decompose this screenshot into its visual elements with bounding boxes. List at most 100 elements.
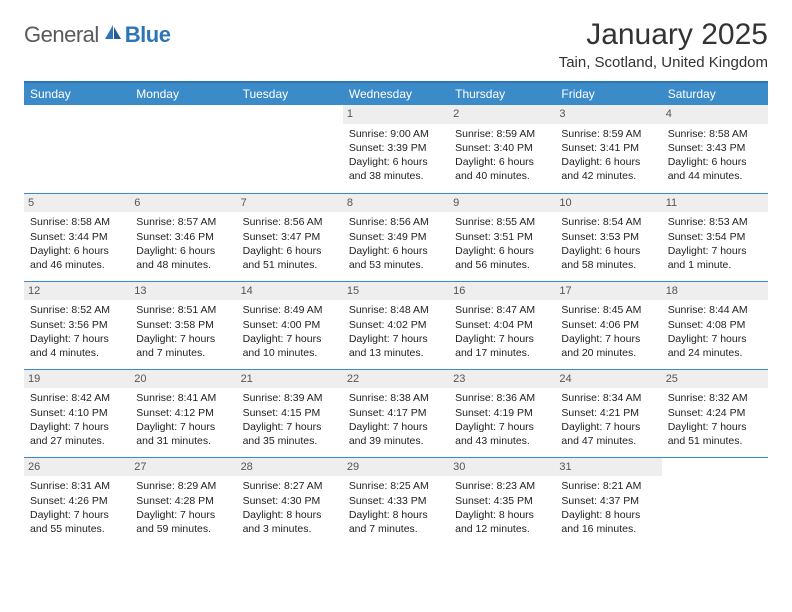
day-number: 21	[237, 370, 343, 389]
day-cell: 1 Sunrise: 9:00 AMSunset: 3:39 PMDaylight…	[343, 105, 449, 193]
logo-text-blue: Blue	[125, 22, 171, 48]
day-number: 16	[449, 282, 555, 301]
day-number: 13	[130, 282, 236, 301]
day-number: 22	[343, 370, 449, 389]
day-details: Sunrise: 8:49 AMSunset: 4:00 PMDaylight:…	[243, 303, 337, 360]
day-cell: 2 Sunrise: 8:59 AMSunset: 3:40 PMDaylight…	[449, 105, 555, 193]
day-number: 1	[343, 105, 449, 124]
day-details: Sunrise: 8:54 AMSunset: 3:53 PMDaylight:…	[561, 215, 655, 272]
day-details: Sunrise: 8:58 AMSunset: 3:44 PMDaylight:…	[30, 215, 124, 272]
location: Tain, Scotland, United Kingdom	[559, 54, 768, 71]
day-cell: 30Sunrise: 8:23 AMSunset: 4:35 PMDayligh…	[449, 457, 555, 545]
day-number: 14	[237, 282, 343, 301]
day-details: Sunrise: 8:48 AMSunset: 4:02 PMDaylight:…	[349, 303, 443, 360]
day-cell: 3 Sunrise: 8:59 AMSunset: 3:41 PMDaylight…	[555, 105, 661, 193]
week-row: 5 Sunrise: 8:58 AMSunset: 3:44 PMDaylight…	[24, 193, 768, 281]
day-details: Sunrise: 8:47 AMSunset: 4:04 PMDaylight:…	[455, 303, 549, 360]
day-number: 6	[130, 194, 236, 213]
title-block: January 2025 Tain, Scotland, United King…	[559, 18, 768, 71]
day-details: Sunrise: 8:21 AMSunset: 4:37 PMDaylight:…	[561, 479, 655, 536]
day-details: Sunrise: 8:45 AMSunset: 4:06 PMDaylight:…	[561, 303, 655, 360]
day-number: 18	[662, 282, 768, 301]
day-number: 3	[555, 105, 661, 124]
day-cell: 12 Sunrise: 8:52 AMSunset: 3:56 PMDayligh…	[24, 281, 130, 369]
day-details: Sunrise: 8:44 AMSunset: 4:08 PMDaylight:…	[668, 303, 762, 360]
day-cell: 20 Sunrise: 8:41 AMSunset: 4:12 PMDayligh…	[130, 369, 236, 457]
day-cell: 26 Sunrise: 8:31 AMSunset: 4:26 PMDayligh…	[24, 457, 130, 545]
day-cell: 23Sunrise: 8:36 AMSunset: 4:19 PMDayligh…	[449, 369, 555, 457]
day-number: 19	[24, 370, 130, 389]
day-cell: 6 Sunrise: 8:57 AMSunset: 3:46 PMDaylight…	[130, 193, 236, 281]
day-details: Sunrise: 8:41 AMSunset: 4:12 PMDaylight:…	[136, 391, 230, 448]
day-number: 20	[130, 370, 236, 389]
day-number: 2	[449, 105, 555, 124]
day-details: Sunrise: 8:51 AMSunset: 3:58 PMDaylight:…	[136, 303, 230, 360]
day-details: Sunrise: 8:53 AMSunset: 3:54 PMDaylight:…	[668, 215, 762, 272]
sail-icon	[103, 23, 123, 46]
day-number: 17	[555, 282, 661, 301]
day-cell: 16 Sunrise: 8:47 AMSunset: 4:04 PMDayligh…	[449, 281, 555, 369]
day-header: Friday	[555, 82, 661, 105]
day-cell: 8Sunrise: 8:56 AMSunset: 3:49 PMDaylight…	[343, 193, 449, 281]
day-details: Sunrise: 8:52 AMSunset: 3:56 PMDaylight:…	[30, 303, 124, 360]
day-cell: 29 Sunrise: 8:25 AMSunset: 4:33 PMDayligh…	[343, 457, 449, 545]
day-cell: 28Sunrise: 8:27 AMSunset: 4:30 PMDayligh…	[237, 457, 343, 545]
day-cell: 4 Sunrise: 8:58 AMSunset: 3:43 PMDaylight…	[662, 105, 768, 193]
day-cell: 31 Sunrise: 8:21 AMSunset: 4:37 PMDayligh…	[555, 457, 661, 545]
day-cell: 22 Sunrise: 8:38 AMSunset: 4:17 PMDayligh…	[343, 369, 449, 457]
logo-text-general: General	[24, 22, 99, 48]
day-cell: 15 Sunrise: 8:48 AMSunset: 4:02 PMDayligh…	[343, 281, 449, 369]
day-cell: 25 Sunrise: 8:32 AMSunset: 4:24 PMDayligh…	[662, 369, 768, 457]
day-details: Sunrise: 8:32 AMSunset: 4:24 PMDaylight:…	[668, 391, 762, 448]
day-number: 7	[237, 194, 343, 213]
day-number: 12	[24, 282, 130, 301]
header: General Blue January 2025 Tain, Scotland…	[24, 18, 768, 71]
week-row: 12 Sunrise: 8:52 AMSunset: 3:56 PMDayligh…	[24, 281, 768, 369]
day-number: 5	[24, 194, 130, 213]
day-details: Sunrise: 8:59 AMSunset: 3:40 PMDaylight:…	[455, 127, 549, 184]
day-details: Sunrise: 8:31 AMSunset: 4:26 PMDaylight:…	[30, 479, 124, 536]
month-title: January 2025	[559, 18, 768, 52]
day-header: Sunday	[24, 82, 130, 105]
day-cell: 9Sunrise: 8:55 AMSunset: 3:51 PMDaylight…	[449, 193, 555, 281]
day-number: 29	[343, 458, 449, 477]
day-cell	[24, 105, 130, 193]
day-number: 25	[662, 370, 768, 389]
day-details: Sunrise: 9:00 AMSunset: 3:39 PMDaylight:…	[349, 127, 443, 184]
day-details: Sunrise: 8:59 AMSunset: 3:41 PMDaylight:…	[561, 127, 655, 184]
day-number: 28	[237, 458, 343, 477]
week-row: 19Sunrise: 8:42 AMSunset: 4:10 PMDayligh…	[24, 369, 768, 457]
day-header: Saturday	[662, 82, 768, 105]
day-number: 15	[343, 282, 449, 301]
calendar-page: General Blue January 2025 Tain, Scotland…	[0, 0, 792, 563]
day-details: Sunrise: 8:56 AMSunset: 3:49 PMDaylight:…	[349, 215, 443, 272]
week-row: 1 Sunrise: 9:00 AMSunset: 3:39 PMDaylight…	[24, 105, 768, 193]
day-details: Sunrise: 8:25 AMSunset: 4:33 PMDaylight:…	[349, 479, 443, 536]
day-details: Sunrise: 8:56 AMSunset: 3:47 PMDaylight:…	[243, 215, 337, 272]
day-number: 11	[662, 194, 768, 213]
day-header: Tuesday	[237, 82, 343, 105]
day-details: Sunrise: 8:39 AMSunset: 4:15 PMDaylight:…	[243, 391, 337, 448]
day-cell: 5 Sunrise: 8:58 AMSunset: 3:44 PMDaylight…	[24, 193, 130, 281]
day-details: Sunrise: 8:34 AMSunset: 4:21 PMDaylight:…	[561, 391, 655, 448]
day-header: Wednesday	[343, 82, 449, 105]
day-cell: 11 Sunrise: 8:53 AMSunset: 3:54 PMDayligh…	[662, 193, 768, 281]
calendar-table: Sunday Monday Tuesday Wednesday Thursday…	[24, 81, 768, 545]
day-number: 4	[662, 105, 768, 124]
day-number: 10	[555, 194, 661, 213]
day-cell: 27Sunrise: 8:29 AMSunset: 4:28 PMDayligh…	[130, 457, 236, 545]
day-details: Sunrise: 8:58 AMSunset: 3:43 PMDaylight:…	[668, 127, 762, 184]
day-cell: 21 Sunrise: 8:39 AMSunset: 4:15 PMDayligh…	[237, 369, 343, 457]
day-details: Sunrise: 8:57 AMSunset: 3:46 PMDaylight:…	[136, 215, 230, 272]
day-cell: 18 Sunrise: 8:44 AMSunset: 4:08 PMDayligh…	[662, 281, 768, 369]
day-number: 26	[24, 458, 130, 477]
day-cell: 14 Sunrise: 8:49 AMSunset: 4:00 PMDayligh…	[237, 281, 343, 369]
day-header: Thursday	[449, 82, 555, 105]
day-header: Monday	[130, 82, 236, 105]
day-cell: 13 Sunrise: 8:51 AMSunset: 3:58 PMDayligh…	[130, 281, 236, 369]
day-cell	[662, 457, 768, 545]
day-number: 31	[555, 458, 661, 477]
day-cell	[130, 105, 236, 193]
day-details: Sunrise: 8:38 AMSunset: 4:17 PMDaylight:…	[349, 391, 443, 448]
day-cell	[237, 105, 343, 193]
